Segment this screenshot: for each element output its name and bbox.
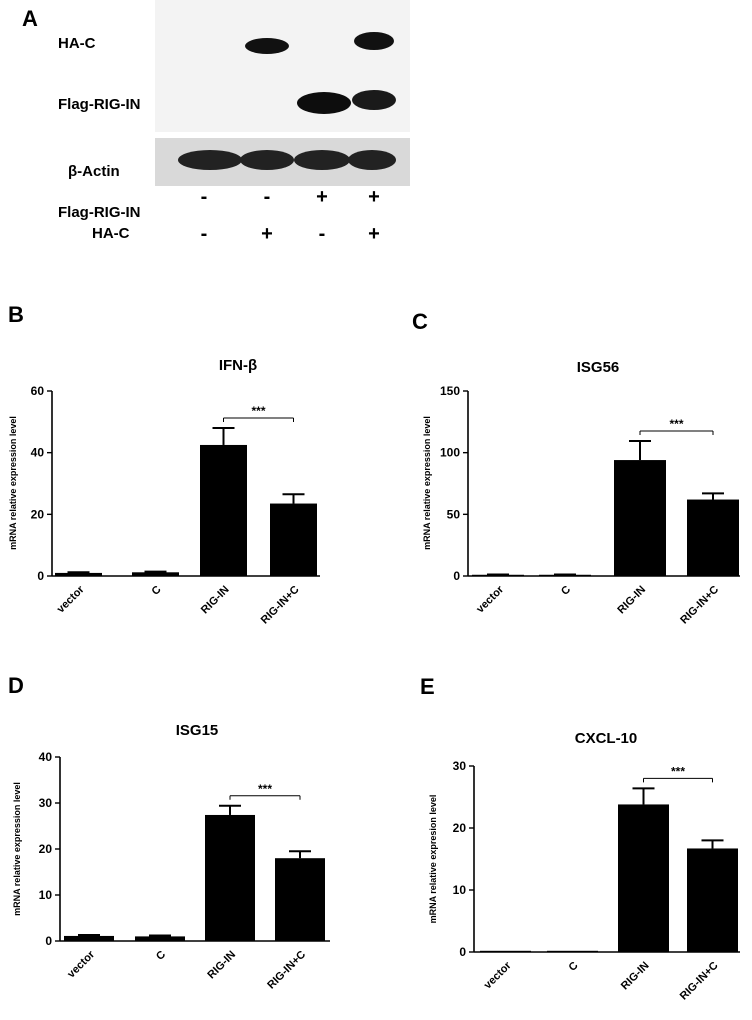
significance-label: *** — [251, 404, 265, 418]
sign-ha-lane-4: + — [368, 223, 380, 245]
y-tick-label: 0 — [45, 934, 52, 948]
category-label: vector — [55, 583, 87, 615]
bar-chart-isg56: C ISG56 0 50 100 150 mRNA relative expression … — [412, 309, 740, 626]
blot-row-label-beta-actin: β-Actin — [68, 163, 120, 180]
category-label: C — [150, 584, 164, 598]
band-actin-lane-1 — [178, 150, 242, 170]
panel-label-a: A — [22, 6, 38, 31]
bar — [64, 935, 114, 941]
band-actin-lane-4 — [348, 150, 396, 170]
sign-ha-lane-3: - — [319, 223, 326, 245]
y-tick-label: 50 — [447, 507, 461, 521]
bar — [275, 858, 325, 941]
category-label: RIG-IN+C — [265, 949, 308, 992]
condition-label-ha-c: HA-C — [92, 225, 130, 242]
panel-label: E — [420, 674, 435, 699]
bar — [270, 503, 317, 576]
y-tick-label: 0 — [459, 945, 466, 959]
chart-title: IFN-β — [219, 357, 257, 374]
chart-title: ISG15 — [176, 722, 219, 739]
y-tick-label: 30 — [453, 759, 467, 773]
y-axis-label: mRNA relative expresion level — [428, 795, 438, 924]
sign-ha-lane-2: + — [261, 223, 273, 245]
y-tick-label: 60 — [31, 384, 45, 398]
category-label: RIG-IN — [205, 949, 238, 982]
y-tick-label: 40 — [31, 446, 45, 460]
sign-flag-lane-3: + — [316, 186, 328, 208]
category-label: vector — [65, 948, 97, 980]
y-tick-label: 20 — [31, 507, 45, 521]
bar-chart-cxcl-10: E CXCL-10 0 10 20 30 mRNA relative expresion l… — [420, 674, 740, 1002]
category-label: vector — [482, 959, 514, 991]
y-axis-label: mRNA relative expression level — [8, 416, 18, 550]
band-flag-lane-4 — [352, 90, 396, 110]
bar-chart-isg15: D ISG15 0 10 20 30 40 mRNA relative expression … — [8, 673, 330, 991]
bar — [480, 950, 531, 952]
bar — [614, 460, 666, 576]
y-tick-label: 10 — [39, 888, 53, 902]
panel-label: C — [412, 309, 428, 334]
bar-chart-ifn-beta: B IFN-β 0 20 40 60 mRNA relative expression le… — [8, 302, 320, 626]
category-label: RIG-IN+C — [259, 584, 302, 627]
band-ha-c-lane-4 — [354, 32, 394, 50]
band-actin-lane-2 — [240, 150, 294, 170]
sign-ha-lane-1: - — [201, 223, 208, 245]
category-label: RIG-IN+C — [678, 960, 721, 1003]
sign-flag-lane-4: + — [368, 186, 380, 208]
bar — [547, 950, 598, 952]
y-tick-label: 40 — [39, 750, 53, 764]
bar — [55, 572, 102, 576]
band-flag-lane-3 — [297, 92, 351, 114]
bar — [132, 572, 179, 576]
panel-label: D — [8, 673, 24, 698]
category-label: C — [567, 960, 581, 974]
y-tick-label: 10 — [453, 883, 467, 897]
panel-label: B — [8, 302, 24, 327]
bar — [687, 499, 739, 576]
category-label: RIG-IN — [615, 584, 648, 617]
bar — [205, 814, 255, 941]
sign-flag-lane-1: - — [201, 186, 208, 208]
bar — [687, 848, 738, 952]
bar — [200, 444, 247, 576]
significance-label: *** — [258, 782, 272, 796]
y-tick-label: 30 — [39, 796, 53, 810]
blot-row-label-flag-rig-in: Flag-RIG-IN — [58, 96, 141, 113]
significance-label: *** — [671, 764, 685, 778]
category-label: RIG-IN+C — [678, 584, 721, 627]
band-ha-c-lane-2 — [245, 38, 289, 54]
band-actin-lane-3 — [294, 150, 350, 170]
category-label: vector — [474, 583, 506, 615]
category-label: RIG-IN — [199, 584, 232, 617]
bar — [618, 804, 669, 952]
blot-row-label-ha-c: HA-C — [58, 35, 96, 52]
chart-title: CXCL-10 — [575, 730, 638, 747]
y-axis-label: mRNA relative expression level — [12, 782, 22, 916]
y-tick-label: 20 — [453, 821, 467, 835]
bar — [135, 936, 185, 941]
condition-label-flag-rig-in: Flag-RIG-IN — [58, 204, 141, 221]
y-tick-label: 150 — [440, 384, 460, 398]
y-axis-label: mRNA relative expression level — [422, 416, 432, 550]
chart-title: ISG56 — [577, 359, 620, 376]
y-tick-label: 100 — [440, 446, 460, 460]
category-label: RIG-IN — [619, 960, 652, 993]
y-tick-label: 20 — [39, 842, 53, 856]
significance-label: *** — [669, 417, 683, 431]
y-tick-label: 0 — [37, 569, 44, 583]
western-blot-panel: A HA-C Flag-RIG-IN β-Actin Flag-RIG-IN H… — [22, 0, 410, 245]
sign-flag-lane-2: - — [264, 186, 271, 208]
category-label: C — [559, 584, 573, 598]
category-label: C — [154, 949, 168, 963]
blot-membrane-top — [155, 0, 410, 132]
y-tick-label: 0 — [453, 569, 460, 583]
